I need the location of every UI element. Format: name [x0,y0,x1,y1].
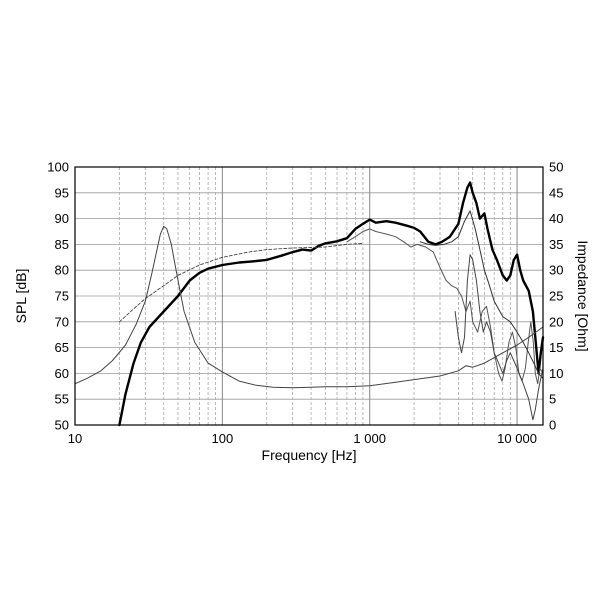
series-line-1-bold [118,181,545,427]
y-left-tick-label: 60 [55,366,69,381]
y-left-tick-label: 50 [55,418,69,433]
y-left-tick-label: 100 [47,160,69,175]
tick-labels: 50 55 60 65 70 75 80 85 90 95 100 0 5 10 15 20 25 30 35 40 4… [47,160,563,447]
y-right-tick-label: 25 [549,289,563,304]
series-line-4-dashed [118,242,364,323]
y-left-tick-label: 70 [55,314,69,329]
y-right-tick-label: 10 [549,366,563,381]
y-right-tick-label: 30 [549,263,563,278]
series-line-2-thin [346,228,544,385]
y-left-tick-label: 85 [55,237,69,252]
series-line-6-impedance [454,254,544,421]
y-left-tick-label: 90 [55,211,69,226]
y-axis-left-title: SPL [dB] [13,269,29,324]
y-right-tick-label: 45 [549,185,563,200]
y-right-tick-label: 20 [549,314,563,329]
plot-frame [74,166,544,426]
x-tick-label: 10 [68,431,82,446]
series-line-3-thin-dark [419,210,544,380]
x-tick-label: 1 000 [353,431,386,446]
y-left-tick-label: 95 [55,185,69,200]
y-right-tick-label: 50 [549,160,563,175]
y-left-tick-label: 75 [55,289,69,304]
series-line-5-impedance [74,225,544,389]
series-lines [74,181,545,427]
y-left-tick-label: 55 [55,392,69,407]
x-tick-label: 10 000 [497,431,537,446]
y-right-tick-label: 5 [549,392,556,407]
y-right-tick-label: 40 [549,211,563,226]
y-right-tick-label: 0 [549,418,556,433]
y-left-tick-label: 80 [55,263,69,278]
y-right-tick-label: 35 [549,237,563,252]
y-right-tick-label: 15 [549,340,563,355]
y-axis-right-title: Impedance [Ohm] [575,240,591,351]
x-tick-label: 100 [211,431,233,446]
y-left-tick-label: 65 [55,340,69,355]
x-axis-title: Frequency [Hz] [262,447,357,463]
